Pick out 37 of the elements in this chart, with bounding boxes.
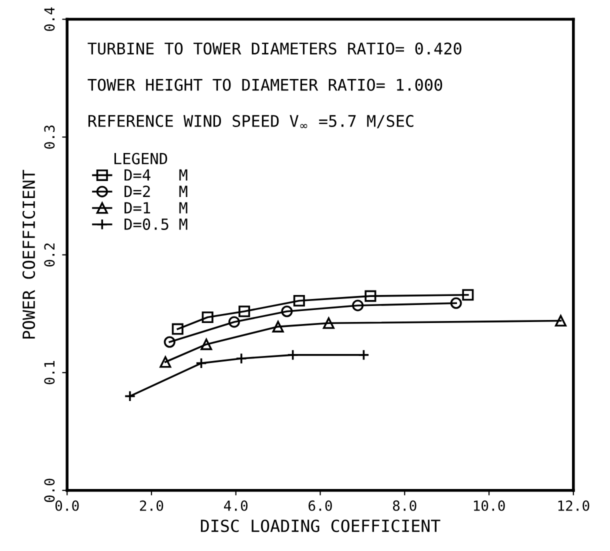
point [200,338,212,350]
point [238,306,250,318]
x-tick-label: 0.0 [55,500,79,511]
legend-label: D=0.5 M [124,218,188,230]
x-tick-label: 6.0 [308,500,332,511]
point [450,297,462,309]
legend-title: LEGEND [114,152,168,164]
point [293,295,305,307]
annotation: REFERENCE WIND SPEED V$_{∞}$ =5.7 M/SEC [88,114,414,128]
legend-label: D=2 M [124,186,188,197]
legend-label: D=1 M [124,202,188,214]
point [160,356,172,368]
annotation: TOWER HEIGHT TO DIAMETER RATIO= 1.000 [88,78,442,91]
y-tick-label: 0.2 [44,243,55,266]
point [164,336,176,348]
annotation: TURBINE TO TOWER DIAMETERS RATIO= 0.420 [88,42,462,55]
point [322,317,334,329]
point [364,290,376,302]
point [281,306,293,318]
point [172,323,184,335]
y-tick-label: 0.3 [44,126,55,149]
point [554,315,567,327]
point [228,316,240,328]
x-tick-label: 4.0 [224,500,248,511]
y-axis-title: POWER COEFFICIENT [22,170,36,339]
legend-label: D=4 M [124,169,188,181]
x-tick-label: 12.0 [558,500,590,511]
point [462,289,474,301]
point [272,320,284,332]
point [202,311,214,324]
x-tick-label: 2.0 [140,500,164,511]
x-axis-title: DISC LOADING COEFFICIENT [200,520,440,532]
y-tick-label: 0.4 [44,7,55,31]
y-tick-label: 0.1 [44,361,55,384]
x-tick-label: 8.0 [392,500,416,511]
x-tick-label: 10.0 [474,500,505,511]
point [352,300,364,312]
